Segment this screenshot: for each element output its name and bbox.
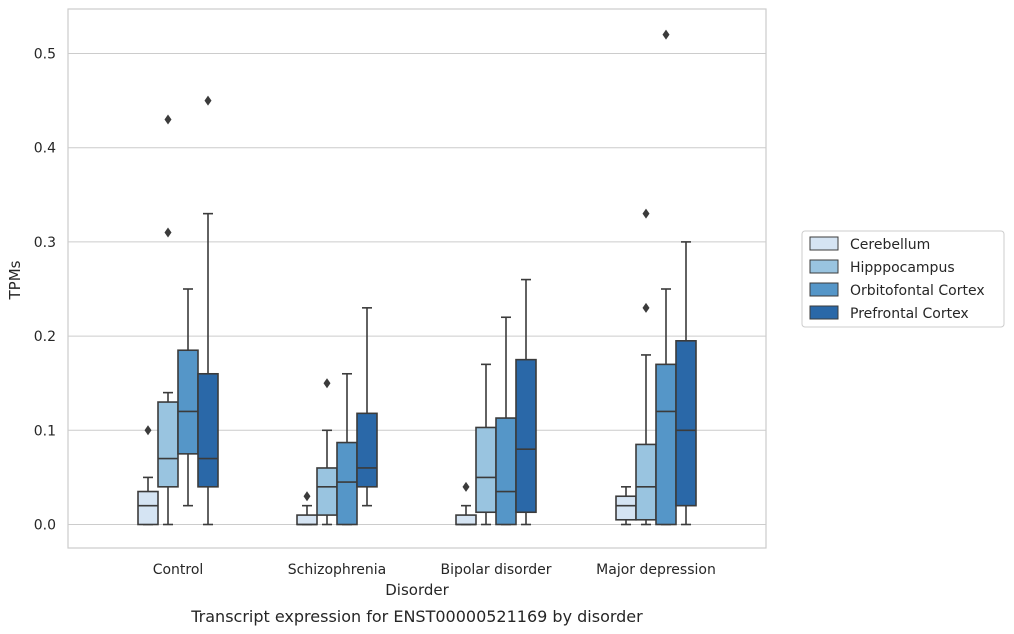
outlier-point xyxy=(323,378,331,389)
box-prefrontal-cortex-0 xyxy=(197,95,219,526)
box-body xyxy=(475,426,497,514)
box-body xyxy=(635,443,657,521)
outlier-point xyxy=(642,208,650,219)
legend-swatch xyxy=(809,259,839,274)
outlier-point xyxy=(204,95,212,106)
box-body xyxy=(495,417,517,526)
x-tick-label: Major depression xyxy=(596,562,716,578)
y-tick-label: 0.2 xyxy=(34,329,56,345)
x-tick-label: Bipolar disorder xyxy=(440,562,551,578)
x-axis-ticks: Control Schizophrenia Bipolar disorder Majo… xyxy=(153,562,716,578)
box-body xyxy=(675,340,697,507)
x-tick-label: Schizophrenia xyxy=(288,562,386,578)
outlier-point xyxy=(144,425,152,436)
box-hipppocampus-2 xyxy=(475,363,497,526)
y-tick-label: 0.4 xyxy=(34,141,56,157)
legend-label: Hipppocampus xyxy=(850,260,955,276)
box-body xyxy=(336,441,358,526)
legend-label: Prefrontal Cortex xyxy=(850,306,969,322)
box-prefrontal-cortex-2 xyxy=(515,278,537,526)
outlier-point xyxy=(462,481,470,492)
box-body xyxy=(515,358,537,514)
box-body xyxy=(177,349,199,455)
x-tick-label: Control xyxy=(153,562,204,578)
outlier-point xyxy=(164,227,172,238)
legend-frame xyxy=(801,230,1005,328)
outlier-point xyxy=(662,29,670,40)
box-orbitofontal-cortex-0 xyxy=(177,288,199,507)
box-body xyxy=(356,412,378,488)
box-cerebellum-0 xyxy=(137,425,159,526)
box-hipppocampus-0 xyxy=(157,114,179,526)
box-cerebellum-3 xyxy=(615,486,637,526)
y-tick-label: 0.5 xyxy=(34,47,56,63)
plot-frame xyxy=(67,8,767,549)
chart-caption: Transcript expression for ENST0000052116… xyxy=(190,607,643,626)
legend-items: Cerebellum Hipppocampus Orbitofontal Corte… xyxy=(809,236,985,322)
box-orbitofontal-cortex-2 xyxy=(495,316,517,526)
box-orbitofontal-cortex-1 xyxy=(336,372,358,526)
legend-swatch xyxy=(809,282,839,297)
y-tick-label: 0.3 xyxy=(34,235,56,251)
box-hipppocampus-1 xyxy=(316,378,338,526)
y-tick-label: 0.1 xyxy=(34,423,56,439)
y-axis-ticks: 0.0 0.1 0.2 0.3 0.4 0.5 xyxy=(34,47,56,534)
box-groups xyxy=(137,29,697,526)
outlier-point xyxy=(164,114,172,125)
legend-label: Cerebellum xyxy=(850,237,930,253)
box-body xyxy=(615,495,637,521)
x-axis-label: Disorder xyxy=(385,581,449,599)
outlier-point xyxy=(642,302,650,313)
box-hipppocampus-3 xyxy=(635,208,657,526)
box-body xyxy=(655,363,677,526)
legend: Cerebellum Hipppocampus Orbitofontal Corte… xyxy=(801,230,1005,328)
y-axis-label: TPMs xyxy=(6,260,24,300)
box-cerebellum-1 xyxy=(296,491,318,526)
legend-label: Orbitofontal Cortex xyxy=(850,283,985,299)
box-orbitofontal-cortex-3 xyxy=(655,29,677,526)
box-body xyxy=(455,514,477,526)
outlier-point xyxy=(303,491,311,502)
box-body xyxy=(316,467,338,516)
legend-swatch xyxy=(809,305,839,320)
y-tick-label: 0.0 xyxy=(34,518,56,534)
box-prefrontal-cortex-1 xyxy=(356,307,378,507)
box-prefrontal-cortex-3 xyxy=(675,241,697,526)
box-body xyxy=(197,372,219,488)
box-body xyxy=(296,514,318,526)
box-body xyxy=(157,401,179,488)
box-body xyxy=(137,490,159,526)
box-cerebellum-2 xyxy=(455,481,477,526)
legend-swatch xyxy=(809,236,839,251)
